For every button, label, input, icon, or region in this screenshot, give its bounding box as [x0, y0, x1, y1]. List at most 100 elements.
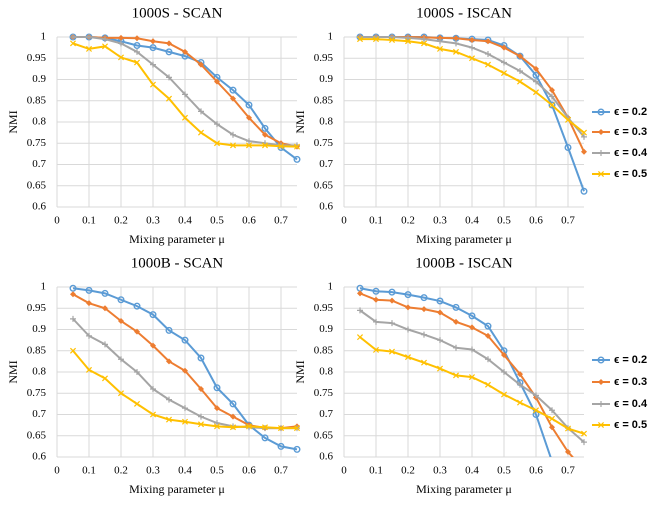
y-tick-label: 1	[41, 281, 47, 293]
marker	[484, 61, 492, 68]
legend-marker	[598, 150, 604, 156]
marker	[532, 71, 540, 79]
marker	[405, 326, 411, 333]
legend-marker	[597, 421, 605, 429]
x-tick-label: 0.5	[497, 215, 511, 227]
marker	[485, 51, 491, 57]
legend-label: ϵ = 0.5	[614, 419, 647, 431]
plot-area	[69, 33, 301, 163]
marker	[166, 358, 172, 365]
x-tick-label: 0.1	[369, 465, 383, 477]
marker	[420, 294, 428, 302]
x-tick-label: 0.7	[274, 465, 288, 477]
marker	[246, 114, 252, 121]
x-axis-label: Mixing parameter μ	[129, 482, 225, 496]
legend-label: ϵ = 0.4	[614, 398, 648, 410]
legend-label: ϵ = 0.2	[614, 106, 647, 118]
x-axis-label: Mixing parameter μ	[416, 232, 512, 246]
y-tick-label: 0.85	[314, 344, 334, 356]
x-tick-label: 0.3	[146, 215, 160, 227]
marker	[165, 48, 173, 56]
marker	[134, 369, 140, 375]
marker	[372, 346, 380, 353]
y-tick-label: 0.75	[27, 387, 47, 399]
y-tick-label: 0.7	[32, 408, 46, 420]
y-tick-label: 0.6	[319, 201, 333, 213]
y-tick-label: 1	[328, 31, 334, 43]
marker	[468, 312, 476, 320]
marker	[468, 374, 476, 381]
x-tick-label: 0	[54, 215, 60, 227]
y-tick-label: 0.65	[314, 429, 334, 441]
marker	[229, 142, 237, 149]
marker	[564, 116, 572, 123]
marker	[532, 411, 540, 419]
marker	[533, 78, 539, 85]
x-tick-label: 0.1	[82, 215, 96, 227]
marker	[261, 434, 269, 442]
marker	[501, 44, 507, 51]
marker	[548, 101, 556, 109]
y-tick-label: 0.95	[27, 302, 47, 314]
marker	[420, 359, 428, 366]
marker	[405, 304, 411, 311]
marker	[229, 424, 237, 431]
marker	[388, 348, 396, 355]
chart-title: 1000B - ISCAN	[415, 255, 513, 271]
marker	[245, 101, 253, 109]
marker	[149, 81, 157, 88]
marker	[277, 425, 285, 432]
marker	[437, 34, 443, 41]
marker	[150, 61, 156, 68]
y-tick-label: 0.65	[314, 179, 334, 191]
legend-marker	[597, 170, 605, 178]
marker	[516, 78, 524, 85]
marker	[517, 68, 523, 74]
marker	[549, 93, 555, 100]
marker	[85, 286, 93, 294]
marker	[437, 309, 443, 316]
y-tick-label: 0.95	[314, 52, 334, 64]
y-tick-label: 0.9	[319, 323, 333, 335]
marker	[86, 300, 92, 307]
marker	[548, 415, 556, 422]
marker	[166, 74, 172, 81]
marker	[166, 40, 172, 47]
marker	[532, 89, 540, 96]
marker	[469, 346, 475, 353]
x-tick-label: 0.4	[178, 465, 192, 477]
x-tick-label: 0.4	[465, 215, 479, 227]
y-axis-label: NMI	[293, 360, 307, 383]
x-tick-label: 0	[341, 465, 347, 477]
x-tick-label: 0.6	[242, 465, 256, 477]
legend-marker	[598, 379, 604, 385]
marker	[468, 55, 476, 62]
legend-label: ϵ = 0.3	[614, 376, 647, 388]
marker	[262, 131, 268, 138]
marker	[452, 303, 460, 311]
marker	[437, 337, 443, 344]
y-tick-label: 0.7	[319, 408, 333, 420]
x-tick-label: 0.6	[529, 215, 543, 227]
y-tick-label: 0.75	[27, 137, 47, 149]
x-tick-label: 0.3	[433, 465, 447, 477]
marker	[437, 38, 443, 45]
marker	[453, 318, 459, 325]
marker	[69, 347, 77, 354]
marker	[405, 34, 411, 41]
marker	[453, 40, 459, 47]
marker	[516, 399, 524, 406]
marker	[102, 305, 108, 312]
marker	[134, 328, 140, 335]
marker	[469, 36, 475, 43]
y-tick-label: 0.95	[314, 302, 334, 314]
x-axis-label: Mixing parameter μ	[129, 232, 225, 246]
marker	[404, 38, 412, 45]
marker	[133, 59, 141, 66]
chart-title: 1000S - SCAN	[132, 5, 223, 21]
marker	[182, 405, 188, 412]
x-tick-label: 0.7	[561, 465, 575, 477]
legend-marker	[598, 129, 604, 135]
marker	[580, 430, 588, 437]
